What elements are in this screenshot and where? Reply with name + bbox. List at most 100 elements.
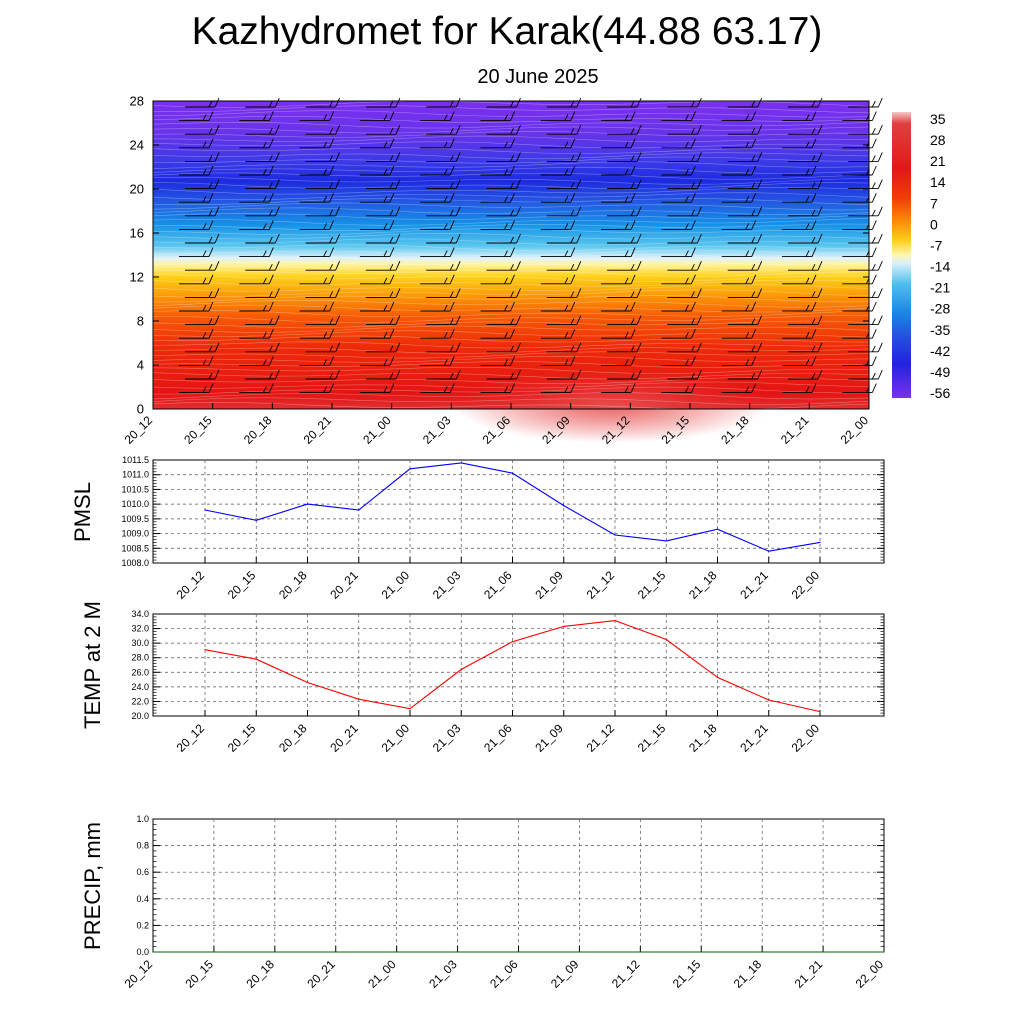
wind-barb [788, 97, 823, 108]
wind-barb [661, 111, 696, 122]
precip-point [761, 951, 763, 953]
wind-barb [540, 301, 576, 312]
wind-barb [426, 125, 461, 135]
wind-barb [721, 111, 757, 122]
temp-point [563, 625, 565, 627]
wind-barb [607, 342, 642, 353]
temp-y-tick-label: 28.0 [131, 653, 149, 663]
wind-barb [782, 220, 817, 230]
wind-barb [486, 125, 521, 135]
precip-x-tick-label: 21_15 [670, 957, 704, 991]
temp-point [819, 711, 821, 713]
wind-barb [245, 315, 280, 326]
wind-barb [420, 247, 455, 258]
wind-barb [299, 220, 335, 230]
wind-barb [305, 152, 341, 162]
wind-barb [480, 220, 515, 230]
temp-y-tick-label: 26.0 [131, 667, 149, 677]
wind-barb [486, 97, 521, 108]
wind-barb [540, 220, 576, 230]
precip-x-tick-label: 22_00 [853, 957, 887, 991]
temp-y-tick-label: 32.0 [131, 624, 149, 634]
wind-barb [727, 125, 763, 135]
wind-barb [179, 274, 214, 285]
wind-barb [667, 97, 702, 108]
y-tick-label: 24 [130, 138, 144, 153]
wind-barb [661, 383, 696, 394]
pmsl-point [716, 528, 719, 530]
colorbar-label: -56 [930, 385, 950, 401]
wind-barb [607, 369, 642, 380]
pmsl-x-tick-label: 20_18 [276, 568, 310, 602]
wind-barb [540, 329, 576, 339]
wind-barb [540, 356, 576, 366]
temp-x-tick-label: 22_00 [789, 721, 823, 755]
wind-barb [185, 342, 220, 353]
precip-x-tick-label: 21_06 [487, 957, 521, 991]
wind-barb [305, 261, 341, 271]
temp-point [204, 649, 206, 651]
wind-barb [359, 193, 395, 203]
wind-barb [546, 179, 582, 190]
wind-barb [365, 152, 401, 162]
pmsl-y-tick-label: 1008.5 [121, 543, 149, 553]
wind-barb [540, 274, 576, 285]
wind-barb [546, 125, 582, 135]
wind-barb [601, 220, 636, 230]
temp-point [716, 676, 719, 678]
wind-barb [480, 301, 515, 312]
wind-barb [359, 165, 395, 176]
wind-barb [546, 261, 582, 271]
precip-point [639, 951, 641, 953]
wind-barb [299, 247, 335, 258]
wind-barb [359, 383, 395, 394]
wind-barb [788, 152, 823, 162]
wind-barb [540, 138, 576, 149]
wind-barb [721, 301, 757, 312]
wind-barb [601, 329, 636, 339]
temp-point [306, 681, 309, 684]
wind-barb [727, 206, 763, 217]
wind-barb [245, 369, 280, 380]
precip-y-tick-label: 1.0 [136, 814, 149, 824]
y-tick-label: 28 [130, 94, 144, 109]
wind-barb [546, 315, 582, 326]
wind-barb [179, 193, 214, 203]
wind-barb [607, 152, 642, 162]
precip-point [213, 951, 215, 953]
x-tick-label: 21_21 [778, 413, 812, 447]
wind-barb [245, 206, 280, 217]
wind-barb [245, 97, 280, 108]
wind-barb [721, 329, 757, 339]
wind-barb [782, 247, 817, 258]
wind-barb [667, 342, 702, 353]
wind-barb [788, 288, 823, 298]
wind-barb [420, 329, 455, 339]
wind-barb [848, 288, 883, 298]
wind-barb [305, 179, 341, 190]
wind-barb [601, 383, 636, 394]
wind-barb [245, 125, 280, 135]
colorbar-label: -49 [930, 364, 950, 380]
temp-point [358, 698, 360, 700]
precip-y-tick-label: 0.6 [136, 867, 149, 877]
wind-barb [601, 356, 636, 366]
colorbar-label: -7 [930, 237, 943, 253]
wind-barb [179, 165, 214, 176]
wind-barb [607, 315, 642, 326]
wind-barbs [179, 97, 883, 394]
wind-barb [486, 152, 521, 162]
temp-y-tick-label: 34.0 [131, 609, 149, 619]
wind-barb [601, 138, 636, 149]
wind-barb [365, 261, 401, 271]
wind-barb [365, 369, 401, 380]
wind-barb [179, 220, 214, 230]
wind-barb [721, 193, 757, 203]
temp-point [409, 708, 411, 710]
wind-barb [365, 125, 401, 135]
wind-barb [540, 111, 576, 122]
wind-barb [782, 356, 817, 366]
wind-barb [426, 369, 461, 380]
y-tick-label: 20 [130, 182, 144, 197]
precip-point [396, 951, 398, 953]
